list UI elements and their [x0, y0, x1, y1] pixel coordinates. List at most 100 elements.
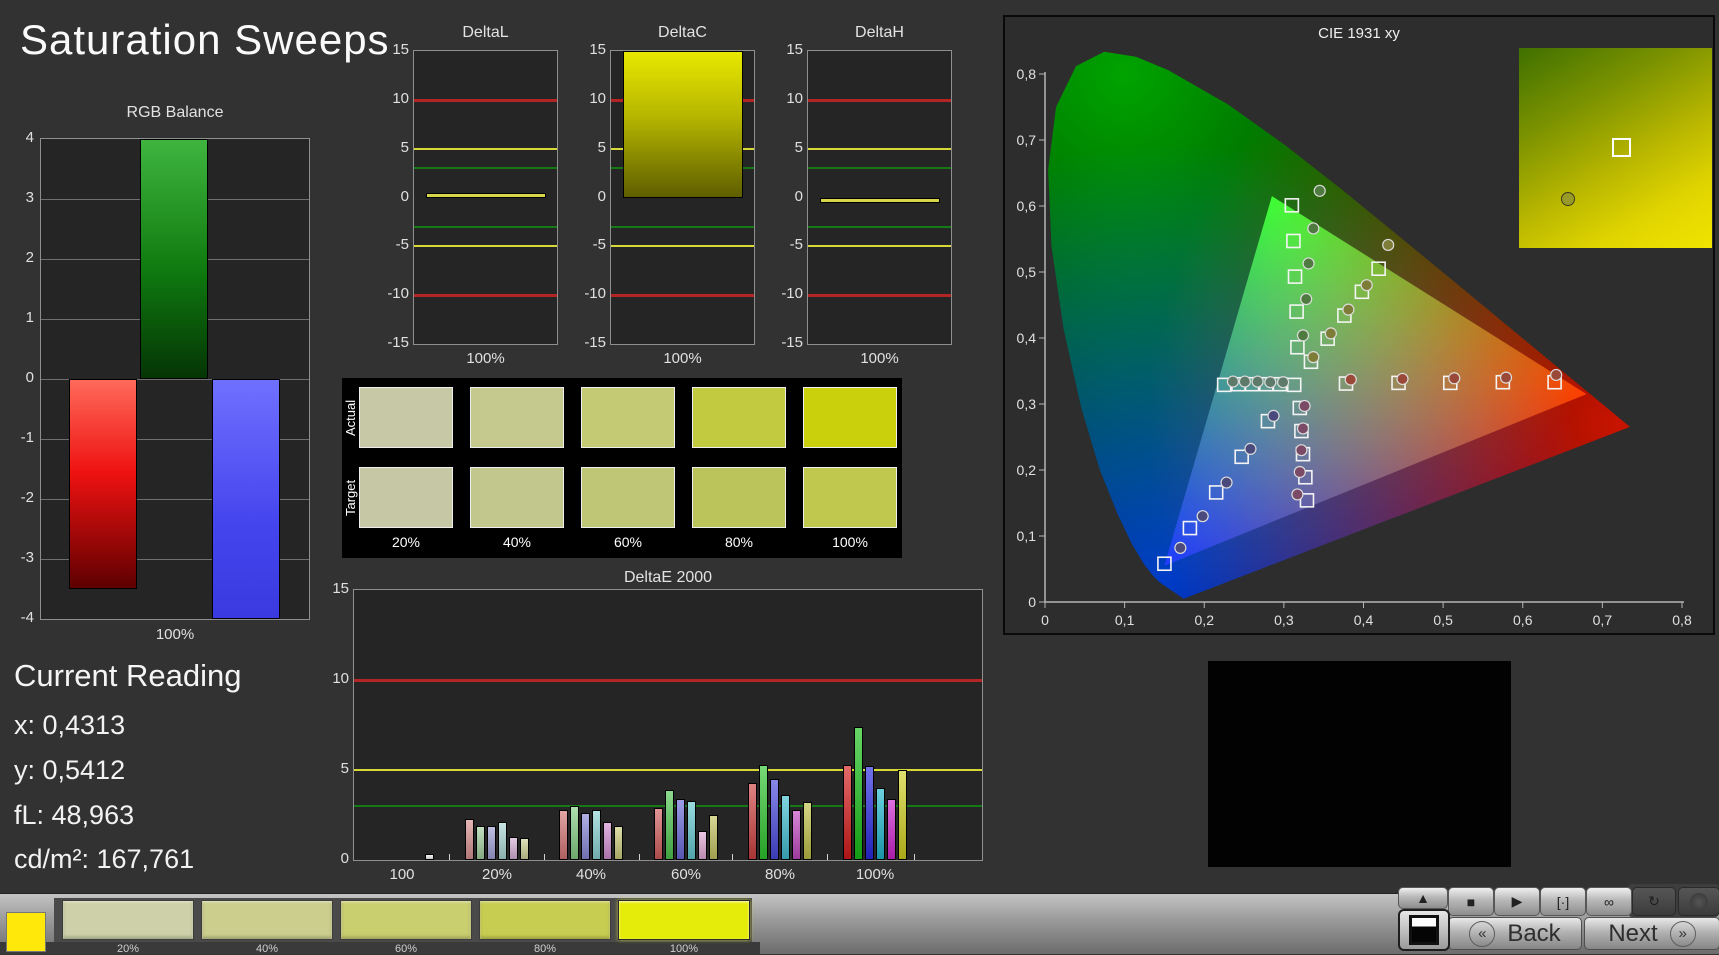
limit-line-green [808, 225, 951, 228]
deltae-bar [520, 838, 529, 860]
pattern-swatch-80%[interactable] [479, 900, 611, 940]
pattern-window-icon [1409, 915, 1439, 945]
gridline [41, 498, 309, 500]
target-square [1290, 339, 1305, 355]
measured-dot [1267, 409, 1280, 422]
deltae-bar [759, 764, 768, 860]
collapse-icon: ▲ [1416, 890, 1430, 906]
deltae-bar [876, 788, 885, 860]
deltae-bar [570, 806, 579, 860]
pattern-swatch-20%[interactable] [62, 900, 194, 940]
limit-line-green [611, 225, 754, 228]
measured-dot [1313, 184, 1326, 197]
y-tick-label: 0 [400, 187, 409, 205]
y-tick-label: -5 [789, 236, 803, 254]
gridline [41, 558, 309, 560]
y-tick-label: -2 [20, 489, 34, 506]
bar-green [140, 139, 208, 379]
reading-y: y: 0,5412 [14, 755, 126, 785]
svg-text:0,7: 0,7 [1017, 132, 1037, 148]
y-tick-label: 4 [25, 129, 34, 146]
deltae-bar [770, 779, 779, 860]
target-square [1157, 556, 1172, 572]
deltae-bar [509, 836, 518, 860]
x-axis-label: 100% [466, 350, 505, 367]
deltae-bar [603, 822, 612, 860]
pattern-swatch-label: 20% [116, 943, 140, 955]
svg-text:0,2: 0,2 [1195, 612, 1215, 628]
measured-dot [1296, 329, 1310, 342]
measured-dot [1276, 376, 1290, 389]
measured-dot [1174, 541, 1187, 554]
bottom-toolbar: « Back Next » 20% 40% 60% 80% 100% ▲ ■ ▶ [·] ∞ ↻ [0, 884, 1719, 955]
svg-text:0,1: 0,1 [1115, 612, 1135, 628]
deltae-bar [665, 789, 674, 860]
bar-red [69, 379, 137, 589]
loop-button[interactable]: ∞ [1586, 887, 1632, 916]
measured-dot [1238, 375, 1251, 388]
reading-x: x: 0,4313 [14, 710, 126, 740]
y-tick-label: 3 [25, 189, 34, 206]
target-square [1182, 520, 1198, 536]
limit-line-red [414, 294, 557, 298]
pattern-swatch-60%[interactable] [340, 900, 472, 940]
target-square [1287, 269, 1303, 284]
y-tick-label: -3 [20, 549, 34, 566]
deltae-bar [803, 802, 812, 860]
svg-text:0: 0 [1041, 612, 1049, 628]
deltae-x-label: 100 [389, 866, 415, 883]
y-tick-label: -5 [395, 236, 409, 254]
pattern-preview-window [1208, 661, 1511, 867]
y-tick-label: 10 [589, 89, 606, 107]
svg-text:0,3: 0,3 [1017, 396, 1037, 412]
next-button[interactable]: Next » [1584, 917, 1719, 950]
swatch-col-label: 100% [832, 534, 868, 550]
cie-1931-panel: CIE 1931 xy 0 0,1 0,2 0,3 0,4 0,5 0,6 0,7 0,8 0,8… [1003, 15, 1715, 635]
actual-swatch-60% [581, 387, 675, 448]
measured-dot [1360, 279, 1373, 292]
y-tick-label: 0 [25, 369, 34, 386]
play-button[interactable]: ▶ [1494, 887, 1540, 916]
deltae-bar [581, 813, 590, 860]
deltae-bar [592, 809, 601, 860]
deltae-x-label: 60% [670, 866, 702, 883]
svg-text:0,4: 0,4 [1017, 330, 1037, 346]
y-tick-label: -4 [20, 609, 34, 626]
pattern-swatch-label: 60% [394, 943, 418, 955]
collapse-button[interactable]: ▲ [1398, 887, 1448, 909]
limit-line-red [808, 294, 951, 298]
back-arrow-icon: « [1469, 920, 1496, 947]
measured-dot [1296, 422, 1310, 435]
limit-line-red [414, 98, 557, 102]
measured-dot [1244, 442, 1257, 455]
swatch-label-strip [0, 942, 760, 954]
back-button[interactable]: « Back [1448, 917, 1582, 950]
y-tick-label: 0 [340, 850, 349, 867]
x-axis-tick [449, 854, 450, 860]
bar-blue [212, 379, 280, 619]
step-button[interactable]: [·] [1540, 887, 1586, 916]
pattern-window-button[interactable] [1398, 909, 1450, 951]
delta-bar [623, 51, 743, 198]
measured-dot [1307, 222, 1320, 235]
refresh-button[interactable]: ↻ [1632, 887, 1676, 916]
measured-dot [1396, 372, 1409, 386]
stop-button[interactable]: ■ [1448, 887, 1494, 916]
limit-line-yellow [808, 147, 951, 150]
deltae-bar [465, 818, 474, 860]
measured-dot [1382, 238, 1395, 252]
target-square [1371, 261, 1386, 276]
measured-dot [1302, 257, 1315, 270]
measured-dot [1550, 368, 1563, 382]
record-button[interactable] [1678, 887, 1719, 916]
delta-chart-plot [413, 50, 558, 345]
actual-swatch-100% [803, 387, 897, 448]
deltae-bar [476, 825, 485, 860]
pattern-swatch-40%[interactable] [201, 900, 333, 940]
swatch-col-label: 60% [613, 534, 643, 550]
y-tick-label: 1 [25, 309, 34, 326]
y-tick-label: -10 [584, 285, 606, 303]
pattern-swatch-100%[interactable] [618, 900, 750, 940]
measured-dot [1300, 292, 1313, 306]
actual-swatch-40% [470, 387, 564, 448]
